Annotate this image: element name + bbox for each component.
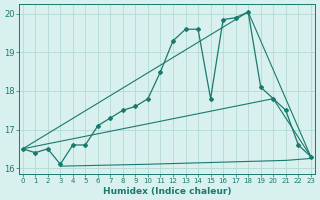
X-axis label: Humidex (Indice chaleur): Humidex (Indice chaleur) <box>102 187 231 196</box>
